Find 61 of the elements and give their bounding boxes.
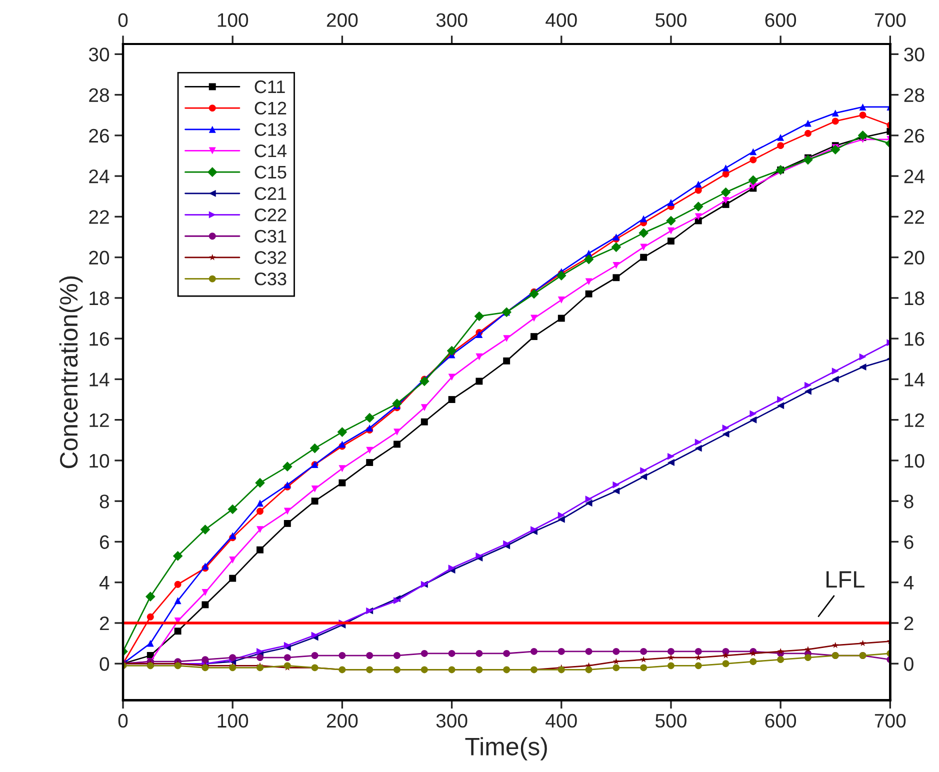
y-tick-label: 0 [100,657,110,671]
y-tick-label: 8 [100,494,109,508]
legend-label: C14 [254,144,286,158]
y2-tick-label: 14 [904,372,924,386]
y-tick-label: 26 [89,128,109,143]
y-tick-label: 28 [89,88,109,102]
legend-label: C15 [254,166,286,179]
y2-tick-label: 10 [904,454,924,468]
y-tick-label: 22 [89,210,109,224]
y2-tick-label: 6 [904,535,914,549]
x-axis-title: Time(s) [465,737,547,760]
y-tick-label: 18 [90,291,109,306]
legend-label: C33 [254,272,286,286]
x-tick-label: 300 [436,714,468,728]
y2-tick-label: 8 [904,494,914,508]
x-tick-label: 400 [546,714,577,728]
legend-label: C32 [254,251,286,264]
y2-tick-label: 18 [904,291,924,306]
y-tick-label: 10 [90,454,110,468]
legend-label: C11 [254,80,285,94]
y2-tick-label: 12 [904,413,924,427]
x-tick-label: 500 [656,714,686,728]
y2-tick-label: 22 [904,210,924,224]
y2-tick-label: 4 [904,576,914,590]
x-tick-label: 0 [118,714,128,728]
x2-tick-label: 300 [436,13,468,27]
legend-label: C12 [254,102,286,115]
legend-label: C13 [254,123,286,136]
legend-label: C31 [254,230,286,243]
y2-tick-label: 0 [904,657,914,671]
legend-label: C21 [254,187,286,200]
y-tick-label: 30 [88,48,110,62]
x-tick-label: 100 [218,714,248,728]
x-tick-label: 600 [765,714,796,728]
x2-tick-label: 500 [656,13,686,27]
y-tick-label: 16 [90,332,109,346]
x2-tick-label: 200 [326,13,358,27]
x2-tick-label: 700 [874,13,906,27]
y2-tick-label: 28 [904,88,924,102]
y2-tick-label: 24 [904,170,924,184]
x-tick-label: 200 [326,714,358,728]
y-tick-label: 6 [100,535,109,549]
y-tick-label: 2 [100,616,109,630]
y2-tick-label: 20 [904,250,924,265]
ref-line-label: LFL [826,571,864,588]
y-tick-label: 20 [89,250,110,265]
y2-tick-label: 30 [904,48,924,62]
x2-tick-label: 0 [118,13,128,27]
x-tick-label: 700 [874,714,906,728]
y2-tick-label: 2 [904,616,914,630]
x2-tick-label: 400 [546,13,577,27]
y-tick-label: 14 [90,372,110,386]
y-tick-label: 4 [99,576,110,590]
y-tick-label: 24 [89,170,110,184]
y-tick-label: 12 [90,413,109,427]
legend-label: C22 [254,208,286,222]
y2-tick-label: 26 [904,128,924,143]
y2-tick-label: 16 [904,332,924,346]
y-axis-title: Concentration(%) [59,276,83,468]
x2-tick-label: 100 [218,13,248,27]
x2-tick-label: 600 [765,13,796,27]
